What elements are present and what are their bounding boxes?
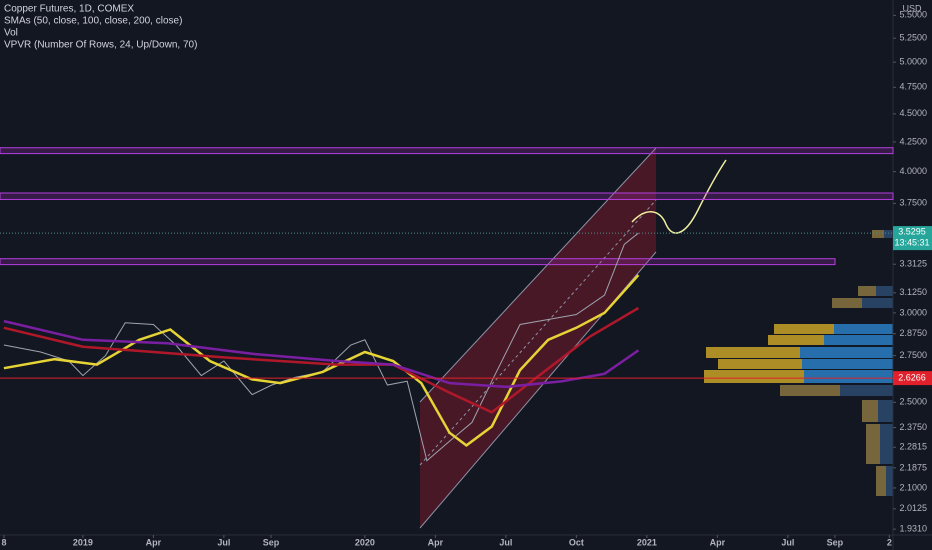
zone (0, 147, 894, 155)
y-tick-label: 2.3750 (899, 422, 927, 432)
series-line (3, 319, 640, 389)
x-tick-label: Sep (827, 537, 844, 547)
level-tag (893, 371, 932, 386)
indicator: Vol (4, 28, 18, 39)
y-tick-label: 5.2500 (899, 33, 927, 43)
x-tick-label: Apr (710, 537, 726, 547)
y-tick-label: 4.0000 (899, 166, 927, 176)
volume-profile (704, 230, 893, 496)
y-tick-label: 4.2500 (899, 136, 927, 146)
y-tick-label: 3.7500 (899, 198, 927, 208)
y-tick-label: 2.2815 (899, 442, 927, 452)
x-tick-label: 8 (1, 537, 6, 547)
y-tick-label: 2.7500 (899, 350, 927, 360)
x-tick-label: Oct (569, 537, 584, 547)
price-tag (893, 226, 932, 251)
indicator: SMAs (50, close, 100, close, 200, close) (4, 16, 182, 27)
y-tick-label: 2.8750 (899, 328, 927, 338)
y-tick-label: 4.5000 (899, 108, 927, 118)
x-tick-label: Apr (428, 537, 444, 547)
x-tick-label: Jul (781, 537, 794, 547)
x-tick-label: 2 (887, 537, 892, 547)
x-tick-label: Jul (499, 537, 512, 547)
drawings (419, 147, 893, 529)
y-tick-label: 3.3125 (899, 259, 927, 269)
y-tick-label: 3.1250 (899, 287, 927, 297)
channel-edge (419, 147, 657, 403)
y-tick-label: 2.1875 (899, 462, 927, 472)
level-label: 2.6266 (898, 372, 926, 382)
chart-title: Copper Futures, 1D, COMEX (4, 4, 134, 15)
channel (420, 148, 656, 528)
x-tick-label: 2021 (637, 537, 657, 547)
y-tick-label: 2.5000 (899, 397, 927, 407)
currency: USD (902, 3, 922, 13)
x-tick-label: 2020 (355, 537, 375, 547)
y-tick-label: 2.0125 (899, 503, 927, 513)
y-tick-label: 2.1000 (899, 482, 927, 492)
projection (631, 159, 727, 234)
y-tick-label: 5.5000 (899, 10, 927, 20)
series-line (3, 232, 639, 462)
countdown: 13:45:31 (894, 237, 929, 247)
x-tick-label: 2019 (73, 537, 93, 547)
x-tick-label: Sep (263, 537, 280, 547)
zone (0, 192, 894, 200)
y-tick-label: 1.9310 (899, 523, 927, 533)
channel-mid (419, 199, 657, 466)
zone (0, 258, 836, 266)
indicator: VPVR (Number Of Rows, 24, Up/Down, 70) (4, 40, 197, 51)
x-tick-label: Apr (146, 537, 162, 547)
x-tick-label: Jul (217, 537, 230, 547)
series-line (3, 274, 640, 447)
y-tick-label: 5.0000 (899, 57, 927, 67)
y-tick-label: 3.0000 (899, 307, 927, 317)
price-label: 3.5295 (898, 226, 926, 236)
y-tick-label: 4.7500 (899, 82, 927, 92)
